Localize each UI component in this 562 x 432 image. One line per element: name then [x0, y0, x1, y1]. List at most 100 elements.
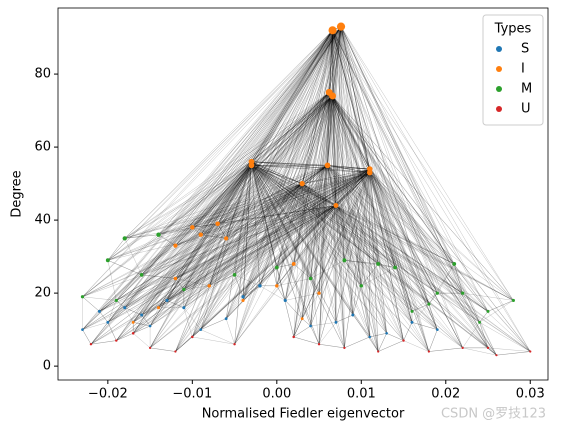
- edge: [183, 168, 370, 308]
- edge: [234, 92, 330, 345]
- edge: [133, 172, 370, 323]
- edge: [276, 183, 303, 268]
- edge: [251, 165, 430, 352]
- edge: [175, 227, 193, 246]
- edge: [251, 165, 370, 170]
- legend-marker: [496, 46, 502, 52]
- edge: [332, 26, 342, 97]
- edge: [327, 92, 330, 166]
- edge: [293, 205, 337, 337]
- edge: [293, 168, 370, 265]
- edge: [259, 285, 286, 301]
- edge: [133, 30, 333, 334]
- edge: [329, 92, 413, 323]
- edge: [276, 205, 337, 286]
- edge: [251, 26, 342, 166]
- edge: [99, 26, 342, 312]
- edge: [293, 92, 330, 264]
- edge: [175, 234, 201, 246]
- edge: [327, 165, 370, 170]
- edge: [328, 92, 354, 316]
- edge: [217, 205, 336, 224]
- edge: [259, 95, 333, 286]
- edge: [369, 168, 413, 312]
- point: [156, 232, 161, 237]
- edge: [158, 168, 370, 308]
- edge: [82, 26, 342, 297]
- edge: [90, 340, 117, 345]
- edge: [82, 92, 330, 297]
- edge: [369, 168, 480, 323]
- edge: [234, 30, 333, 345]
- edge: [310, 205, 337, 279]
- edge: [332, 30, 370, 170]
- edge: [251, 165, 370, 338]
- edge: [301, 30, 333, 319]
- edge: [149, 30, 333, 348]
- edge: [175, 165, 252, 279]
- edge: [332, 30, 337, 206]
- edge: [251, 161, 261, 286]
- edge: [82, 165, 252, 330]
- edge: [369, 172, 396, 268]
- edge: [302, 183, 463, 349]
- edge: [116, 161, 252, 341]
- edge: [141, 183, 303, 276]
- edge: [200, 26, 342, 235]
- edge: [386, 333, 404, 341]
- edge: [116, 333, 134, 341]
- edge: [175, 26, 342, 352]
- edge: [82, 296, 100, 312]
- edge: [166, 95, 333, 301]
- edge: [293, 318, 303, 338]
- edge: [328, 26, 342, 93]
- edge: [251, 165, 286, 301]
- x-axis-label: Normalised Fiedler eigenvector: [202, 407, 405, 422]
- edge: [175, 172, 370, 352]
- edge: [183, 165, 252, 290]
- edge: [276, 172, 370, 268]
- edge: [285, 292, 320, 301]
- edge: [332, 95, 438, 330]
- edge: [301, 95, 333, 319]
- point: [351, 313, 355, 317]
- edge: [340, 26, 438, 330]
- edge: [369, 172, 430, 305]
- edge: [332, 30, 497, 356]
- edge: [327, 165, 531, 352]
- edge: [107, 161, 252, 323]
- edge: [332, 30, 337, 323]
- edge: [175, 165, 252, 352]
- edge: [329, 92, 370, 170]
- edge: [82, 205, 337, 297]
- edge: [200, 165, 328, 235]
- edge: [175, 26, 342, 279]
- edge: [209, 274, 235, 286]
- edge: [251, 26, 342, 166]
- edge: [344, 336, 370, 349]
- edge: [133, 30, 333, 323]
- edge: [209, 205, 337, 286]
- edge: [234, 274, 244, 297]
- edge: [335, 205, 396, 268]
- edge: [90, 183, 303, 345]
- edge: [175, 165, 328, 246]
- edge: [124, 183, 303, 308]
- edge: [251, 161, 404, 341]
- edge: [454, 263, 463, 294]
- edge: [369, 172, 413, 323]
- edge: [141, 30, 333, 316]
- point: [182, 306, 186, 310]
- edge: [107, 183, 303, 261]
- edge: [175, 183, 303, 279]
- edge: [340, 26, 345, 261]
- edge: [166, 289, 184, 301]
- edge: [302, 165, 328, 184]
- edge: [242, 26, 342, 301]
- edge: [369, 336, 379, 352]
- point: [333, 203, 339, 208]
- edge: [340, 26, 531, 352]
- edge: [340, 26, 514, 301]
- edge: [332, 95, 404, 341]
- edge: [99, 30, 333, 312]
